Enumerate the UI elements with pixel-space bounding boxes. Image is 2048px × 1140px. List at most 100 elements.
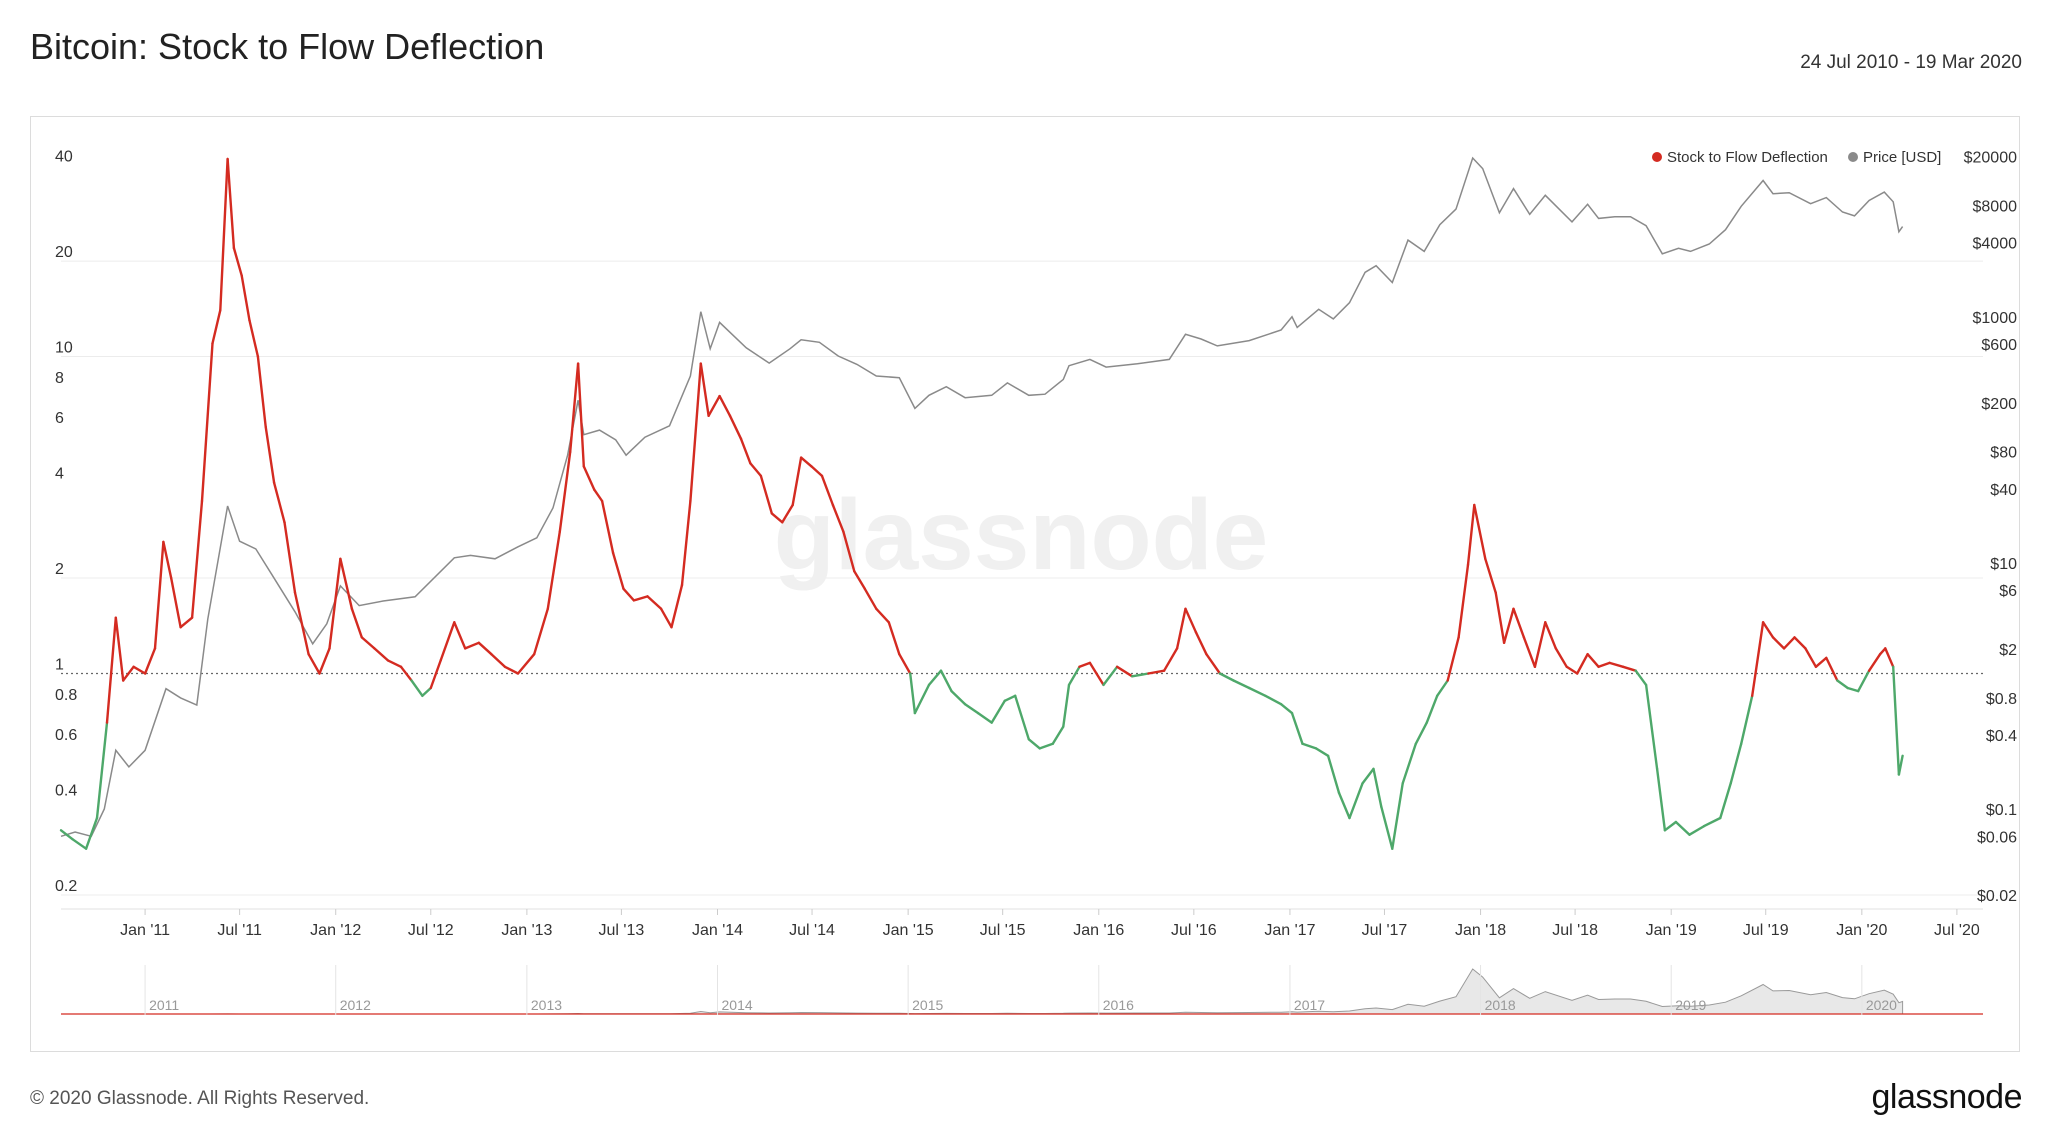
- legend-label-price[interactable]: Price [USD]: [1863, 149, 1941, 166]
- x-tick-label: Jul '12: [408, 922, 454, 939]
- left-tick-label: 0.6: [55, 727, 77, 744]
- s2f-segment: [770, 512, 784, 524]
- s2f-segment: [283, 521, 297, 594]
- x-tick-label: Jan '14: [692, 922, 743, 939]
- s2f-segment: [611, 551, 625, 590]
- s2f-segment: [950, 689, 967, 706]
- x-tick-label: Jan '20: [1836, 922, 1887, 939]
- s2f-segment: [1484, 557, 1497, 594]
- s2f-segment: [1218, 672, 1235, 682]
- s2f-segment: [1115, 665, 1134, 678]
- x-tick-label: Jul '18: [1552, 922, 1598, 939]
- s2f-segment: [1401, 742, 1418, 785]
- x-tick-label: Jul '11: [217, 922, 262, 939]
- navigator-range-selector[interactable]: 2011 2012 2013 2014 2015 2016 2017 2018 2019 2020: [61, 965, 1983, 1015]
- s2f-segment: [1051, 725, 1065, 745]
- s2f-segment: [421, 686, 432, 697]
- s2f-segment: [759, 474, 773, 515]
- s2f-segment: [728, 414, 743, 440]
- s2f-segment: [1102, 665, 1119, 687]
- s2f-segment: [1130, 672, 1150, 678]
- s2f-segment: [1473, 503, 1487, 560]
- s2f-segment: [1372, 767, 1383, 808]
- x-tick-label: Jul '20: [1934, 922, 1980, 939]
- s2f-segment: [670, 583, 684, 629]
- s2f-segment: [1771, 636, 1786, 650]
- s2f-segment: [1391, 782, 1404, 850]
- navigator-year-label: 2020: [1866, 997, 1897, 1013]
- s2f-segment: [791, 456, 803, 507]
- s2f-segment: [121, 665, 135, 682]
- s2f-segment: [1655, 767, 1667, 832]
- s2f-segment: [1027, 738, 1041, 750]
- s2f-segment: [200, 342, 214, 503]
- s2f-segment: [1846, 686, 1860, 693]
- s2f-segment: [1314, 747, 1330, 757]
- navigator-year-label: 2017: [1294, 997, 1325, 1013]
- watermark: glassnode: [774, 479, 1269, 591]
- s2f-segment: [114, 616, 125, 682]
- s2f-segment: [1729, 742, 1743, 785]
- s2f-segment: [707, 394, 721, 417]
- glassnode-logo[interactable]: glassnode: [1871, 1078, 2022, 1116]
- s2f-segment: [1544, 621, 1558, 650]
- s2f-segment: [1565, 665, 1579, 675]
- s2f-segment: [1512, 607, 1526, 639]
- left-tick-label: 4: [55, 466, 64, 483]
- right-tick-label: $40: [1990, 482, 2017, 499]
- right-tick-label: $0.4: [1986, 728, 2017, 745]
- s2f-segment: [1856, 669, 1871, 693]
- chart[interactable]: glassnode 40 20 10 8 6 4 2 1 0.8 0.6 0.4 0.2 $20000…: [31, 117, 2019, 1051]
- s2f-segment: [646, 595, 663, 610]
- s2f-segment: [439, 621, 456, 662]
- s2f-segment: [659, 607, 673, 629]
- s2f-segment: [1446, 636, 1460, 682]
- s2f-segment: [307, 653, 321, 675]
- s2f-segment: [831, 503, 845, 533]
- x-tick-label: Jan '19: [1646, 922, 1697, 939]
- s2f-segment: [1814, 656, 1828, 668]
- s2f-segment: [875, 607, 890, 624]
- s2f-segment: [1522, 636, 1537, 668]
- s2f-segment: [59, 829, 74, 841]
- s2f-segment: [1205, 653, 1222, 675]
- s2f-segment: [1301, 742, 1318, 750]
- left-tick-label: 1: [55, 656, 64, 673]
- s2f-segment: [264, 425, 276, 484]
- s2f-segment: [1897, 754, 1904, 776]
- navigator-year-label: 2012: [340, 997, 371, 1013]
- s2f-segment: [1825, 656, 1839, 682]
- s2f-segment: [84, 816, 99, 850]
- s2f-segment: [820, 474, 835, 507]
- s2f-segment: [739, 437, 752, 465]
- s2f-segment: [1062, 683, 1071, 728]
- s2f-segment: [1621, 665, 1637, 672]
- s2f-segment: [622, 587, 636, 602]
- s2f-segment: [582, 465, 596, 491]
- s2f-segment: [399, 665, 413, 682]
- price-series-line: [60, 156, 1904, 838]
- legend: Stock to Flow Deflection Price [USD]: [1652, 149, 1941, 166]
- s2f-segment: [1175, 607, 1187, 650]
- x-tick-label: Jan '13: [501, 922, 552, 939]
- gridlines: [61, 260, 1983, 910]
- copyright-notice: © 2020 Glassnode. All Rights Reserved.: [30, 1088, 370, 1109]
- left-tick-label: 0.8: [55, 687, 77, 704]
- s2f-segment: [1348, 782, 1364, 820]
- s2f-segment: [990, 699, 1006, 724]
- legend-label-s2f[interactable]: Stock to Flow Deflection: [1667, 149, 1828, 166]
- s2f-segment: [1782, 636, 1796, 650]
- s2f-segment: [169, 576, 182, 629]
- s2f-segment: [1688, 824, 1706, 836]
- navigator-year-label: 2011: [149, 997, 179, 1013]
- navigator-year-label: 2013: [531, 997, 562, 1013]
- s2f-segment: [799, 456, 813, 468]
- x-tick-label: Jan '16: [1073, 922, 1124, 939]
- s2f-segment: [248, 319, 260, 358]
- s2f-segment: [143, 647, 157, 675]
- s2f-segment: [718, 394, 732, 417]
- s2f-segment: [373, 647, 390, 662]
- s2f-segment: [569, 362, 580, 454]
- s2f-segment: [863, 587, 878, 610]
- date-range[interactable]: 24 Jul 2010 - 19 Mar 2020: [1800, 52, 2022, 73]
